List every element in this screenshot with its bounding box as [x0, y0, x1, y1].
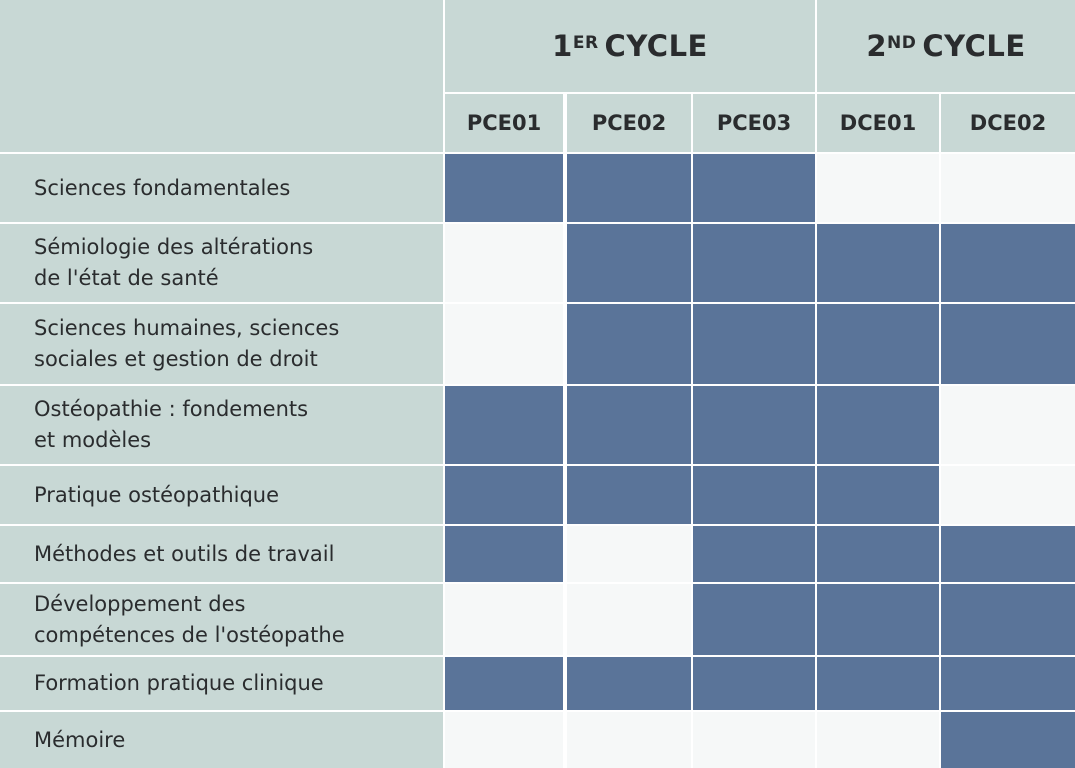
year-header-2: PCE02 [567, 94, 691, 152]
filled-cell [445, 466, 563, 524]
filled-cell [817, 526, 939, 582]
filled-cell [817, 304, 939, 384]
empty-cell [817, 154, 939, 222]
filled-cell [941, 304, 1075, 384]
row-label: Formation pratique clinique [0, 657, 443, 710]
filled-cell [445, 386, 563, 464]
row-label: Sémiologie des altérations de l'état de … [0, 224, 443, 302]
year-header-5: DCE02 [941, 94, 1075, 152]
filled-cell [693, 584, 815, 655]
filled-cell [567, 304, 691, 384]
filled-cell [445, 657, 563, 710]
filled-cell [693, 304, 815, 384]
filled-cell [817, 657, 939, 710]
filled-cell [693, 526, 815, 582]
row-label: Sciences fondamentales [0, 154, 443, 222]
empty-cell [445, 712, 563, 768]
filled-cell [567, 386, 691, 464]
filled-cell [693, 466, 815, 524]
row-label: Développement des compétences de l'ostéo… [0, 584, 443, 655]
empty-cell [693, 712, 815, 768]
cycle-2-num: 2 [866, 29, 887, 63]
filled-cell [941, 224, 1075, 302]
filled-cell [567, 154, 691, 222]
empty-cell [941, 154, 1075, 222]
year-header-3: PCE03 [693, 94, 815, 152]
filled-cell [445, 526, 563, 582]
cycle-1-sup: ER [572, 33, 599, 53]
filled-cell [567, 466, 691, 524]
empty-cell [567, 584, 691, 655]
filled-cell [817, 466, 939, 524]
year-header-1: PCE01 [445, 94, 563, 152]
filled-cell [693, 154, 815, 222]
empty-cell [941, 466, 1075, 524]
cycle-1-num: 1 [552, 29, 573, 63]
cycle-2-sup: ND [887, 33, 917, 53]
empty-cell [941, 386, 1075, 464]
row-label: Méthodes et outils de travail [0, 526, 443, 582]
cycle-header-1: 1 ER CYCLE [445, 0, 815, 92]
filled-cell [693, 657, 815, 710]
row-label: Pratique ostéopathique [0, 466, 443, 524]
cycle-2-word: CYCLE [922, 29, 1026, 63]
filled-cell [567, 224, 691, 302]
filled-cell [941, 712, 1075, 768]
filled-cell [445, 154, 563, 222]
empty-cell [445, 224, 563, 302]
filled-cell [941, 526, 1075, 582]
table-corner [0, 0, 443, 152]
filled-cell [941, 584, 1075, 655]
filled-cell [941, 657, 1075, 710]
empty-cell [567, 526, 691, 582]
cycle-header-2: 2 ND CYCLE [817, 0, 1075, 92]
filled-cell [817, 386, 939, 464]
empty-cell [817, 712, 939, 768]
cycle-1-word: CYCLE [604, 29, 708, 63]
empty-cell [567, 712, 691, 768]
filled-cell [567, 657, 691, 710]
filled-cell [693, 224, 815, 302]
filled-cell [817, 584, 939, 655]
row-label: Ostéopathie : fondements et modèles [0, 386, 443, 464]
row-label: Sciences humaines, sciences sociales et … [0, 304, 443, 384]
row-label: Mémoire [0, 712, 443, 768]
empty-cell [445, 584, 563, 655]
empty-cell [445, 304, 563, 384]
filled-cell [693, 386, 815, 464]
year-header-4: DCE01 [817, 94, 939, 152]
filled-cell [817, 224, 939, 302]
